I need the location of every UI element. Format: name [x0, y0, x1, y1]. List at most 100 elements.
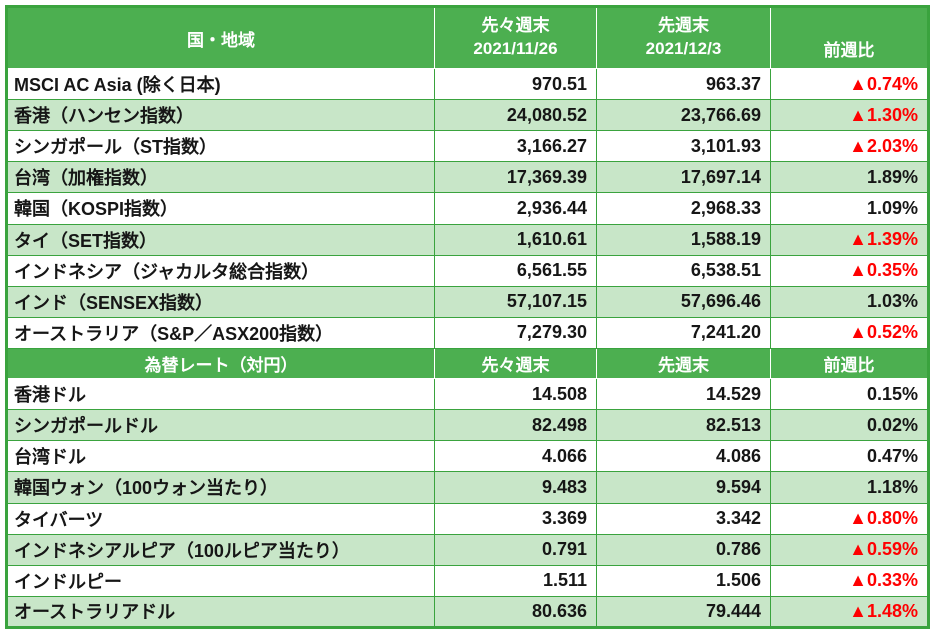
- prev2-value-cell: 6,561.55: [434, 254, 597, 287]
- indices-header-region: 国・地域: [6, 6, 435, 69]
- change-cell: ▲0.74%: [770, 67, 929, 101]
- change-cell: ▲2.03%: [770, 130, 929, 163]
- fx-table-body: 為替レート（対円） 先々週末 先週末 前週比 香港ドル 14.508 14.52…: [6, 347, 929, 629]
- currency-name-cell: シンガポールドル: [6, 409, 435, 442]
- prev-value-cell: 3,101.93: [596, 130, 771, 163]
- prev2-value-cell: 0.791: [434, 533, 597, 566]
- table-row: 台湾（加権指数） 17,369.39 17,697.14 1.89%: [6, 161, 929, 194]
- prev-value-cell: 79.444: [596, 595, 771, 629]
- table-row: シンガポール（ST指数） 3,166.27 3,101.93 ▲2.03%: [6, 130, 929, 163]
- table-row: 韓国（KOSPI指数） 2,936.44 2,968.33 1.09%: [6, 192, 929, 225]
- prev-value-cell: 14.529: [596, 378, 771, 411]
- prev2-value-cell: 4.066: [434, 440, 597, 473]
- prev-value-cell: 3.342: [596, 502, 771, 535]
- prev-value-cell: 7,241.20: [596, 316, 771, 350]
- change-cell: ▲1.39%: [770, 223, 929, 256]
- region-name-cell: 香港（ハンセン指数）: [6, 99, 435, 132]
- indices-header-change: 前週比: [770, 6, 929, 69]
- table-row: MSCI AC Asia (除く日本) 970.51 963.37 ▲0.74%: [6, 67, 929, 101]
- change-cell: ▲0.80%: [770, 502, 929, 535]
- prev2-value-cell: 3,166.27: [434, 130, 597, 163]
- currency-name-cell: 台湾ドル: [6, 440, 435, 473]
- table-row: インドネシア（ジャカルタ総合指数） 6,561.55 6,538.51 ▲0.3…: [6, 254, 929, 287]
- table-row: 台湾ドル 4.066 4.086 0.47%: [6, 440, 929, 473]
- currency-name-cell: インドネシアルピア（100ルピア当たり）: [6, 533, 435, 566]
- currency-name-cell: 香港ドル: [6, 378, 435, 411]
- fx-header-change: 前週比: [770, 347, 929, 380]
- indices-header-prev2: 先々週末 2021/11/26: [434, 6, 597, 69]
- prev-value-cell: 9.594: [596, 471, 771, 504]
- region-name-cell: 台湾（加権指数）: [6, 161, 435, 194]
- prev2-value-cell: 970.51: [434, 67, 597, 101]
- region-name-cell: シンガポール（ST指数）: [6, 130, 435, 163]
- change-cell: ▲0.52%: [770, 316, 929, 350]
- change-cell: ▲0.35%: [770, 254, 929, 287]
- prev2-value-cell: 14.508: [434, 378, 597, 411]
- region-name-cell: インドネシア（ジャカルタ総合指数）: [6, 254, 435, 287]
- currency-name-cell: インドルピー: [6, 564, 435, 597]
- prev2-date: 2021/11/26: [473, 39, 558, 58]
- prev-value-cell: 1.506: [596, 564, 771, 597]
- change-cell: 1.09%: [770, 192, 929, 225]
- prev-value-cell: 17,697.14: [596, 161, 771, 194]
- currency-name-cell: 韓国ウォン（100ウォン当たり）: [6, 471, 435, 504]
- prev-value-cell: 963.37: [596, 67, 771, 101]
- prev-value-cell: 1,588.19: [596, 223, 771, 256]
- table-row: オーストラリア（S&P／ASX200指数） 7,279.30 7,241.20 …: [6, 316, 929, 350]
- prev-value-cell: 23,766.69: [596, 99, 771, 132]
- table-row: 香港（ハンセン指数） 24,080.52 23,766.69 ▲1.30%: [6, 99, 929, 132]
- indices-header-prev: 先週末 2021/12/3: [596, 6, 771, 69]
- prev-date: 2021/12/3: [645, 39, 722, 58]
- currency-name-cell: タイバーツ: [6, 502, 435, 535]
- prev2-value-cell: 80.636: [434, 595, 597, 629]
- change-cell: ▲1.30%: [770, 99, 929, 132]
- prev-value-cell: 2,968.33: [596, 192, 771, 225]
- table-row: インドネシアルピア（100ルピア当たり） 0.791 0.786 ▲0.59%: [6, 533, 929, 566]
- fx-header-row: 為替レート（対円） 先々週末 先週末 前週比: [6, 347, 929, 380]
- fx-header-prev: 先週末: [596, 347, 771, 380]
- region-name-cell: MSCI AC Asia (除く日本): [6, 67, 435, 101]
- fx-header-prev2: 先々週末: [434, 347, 597, 380]
- change-cell: ▲0.59%: [770, 533, 929, 566]
- prev-value-cell: 57,696.46: [596, 285, 771, 318]
- region-name-cell: 韓国（KOSPI指数）: [6, 192, 435, 225]
- table-row: タイ（SET指数） 1,610.61 1,588.19 ▲1.39%: [6, 223, 929, 256]
- table-row: オーストラリアドル 80.636 79.444 ▲1.48%: [6, 595, 929, 629]
- region-name-cell: オーストラリア（S&P／ASX200指数）: [6, 316, 435, 350]
- change-cell: ▲1.48%: [770, 595, 929, 629]
- table-row: 香港ドル 14.508 14.529 0.15%: [6, 378, 929, 411]
- prev-value-cell: 4.086: [596, 440, 771, 473]
- table-row: タイバーツ 3.369 3.342 ▲0.80%: [6, 502, 929, 535]
- prev2-value-cell: 3.369: [434, 502, 597, 535]
- prev2-value-cell: 1,610.61: [434, 223, 597, 256]
- prev2-value-cell: 57,107.15: [434, 285, 597, 318]
- prev2-value-cell: 82.498: [434, 409, 597, 442]
- indices-table-header: 国・地域 先々週末 2021/11/26 先週末 2021/12/3 前週比: [6, 6, 929, 69]
- change-cell: ▲0.33%: [770, 564, 929, 597]
- prev-label: 先週末: [658, 16, 709, 36]
- change-cell: 1.03%: [770, 285, 929, 318]
- prev2-value-cell: 7,279.30: [434, 316, 597, 350]
- change-cell: 0.15%: [770, 378, 929, 411]
- change-cell: 0.02%: [770, 409, 929, 442]
- prev-value-cell: 82.513: [596, 409, 771, 442]
- region-name-cell: インド（SENSEX指数）: [6, 285, 435, 318]
- table-row: シンガポールドル 82.498 82.513 0.02%: [6, 409, 929, 442]
- currency-name-cell: オーストラリアドル: [6, 595, 435, 629]
- prev2-value-cell: 2,936.44: [434, 192, 597, 225]
- region-name-cell: タイ（SET指数）: [6, 223, 435, 256]
- prev2-value-cell: 24,080.52: [434, 99, 597, 132]
- fx-header-title: 為替レート（対円）: [6, 347, 435, 380]
- prev2-value-cell: 17,369.39: [434, 161, 597, 194]
- change-cell: 1.89%: [770, 161, 929, 194]
- asia-market-table: 国・地域 先々週末 2021/11/26 先週末 2021/12/3 前週比 M…: [5, 5, 930, 629]
- indices-table-body: MSCI AC Asia (除く日本) 970.51 963.37 ▲0.74%…: [6, 67, 929, 350]
- indices-header-row: 国・地域 先々週末 2021/11/26 先週末 2021/12/3 前週比: [6, 6, 929, 69]
- prev-value-cell: 6,538.51: [596, 254, 771, 287]
- prev2-label: 先々週末: [481, 16, 550, 36]
- change-cell: 0.47%: [770, 440, 929, 473]
- table-row: インド（SENSEX指数） 57,107.15 57,696.46 1.03%: [6, 285, 929, 318]
- change-cell: 1.18%: [770, 471, 929, 504]
- table-row: 韓国ウォン（100ウォン当たり） 9.483 9.594 1.18%: [6, 471, 929, 504]
